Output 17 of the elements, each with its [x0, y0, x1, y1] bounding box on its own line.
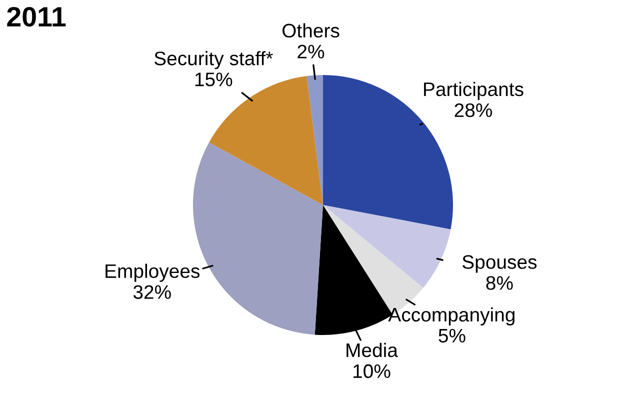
data-label: 8% [486, 276, 513, 290]
pie-slice [306, 74, 323, 205]
slice-label: Employees [106, 264, 200, 282]
slice-label: Others [282, 23, 340, 38]
data-label: 28% [454, 103, 492, 118]
data-label: 2% [298, 44, 324, 58]
slice-label: Spouses [462, 255, 537, 273]
data-label: 15% [195, 72, 232, 86]
chart-title: 2011 [7, 6, 66, 27]
slice-label: Media [346, 342, 398, 358]
slice-label: Accompanying [388, 307, 514, 326]
data-label: 10% [354, 364, 390, 378]
data-label: 5% [438, 328, 466, 343]
slice-label: Security staff* [154, 51, 273, 70]
slice-label: Participants [424, 82, 524, 100]
data-label: 32% [133, 285, 171, 299]
pie-slice [323, 204, 451, 288]
